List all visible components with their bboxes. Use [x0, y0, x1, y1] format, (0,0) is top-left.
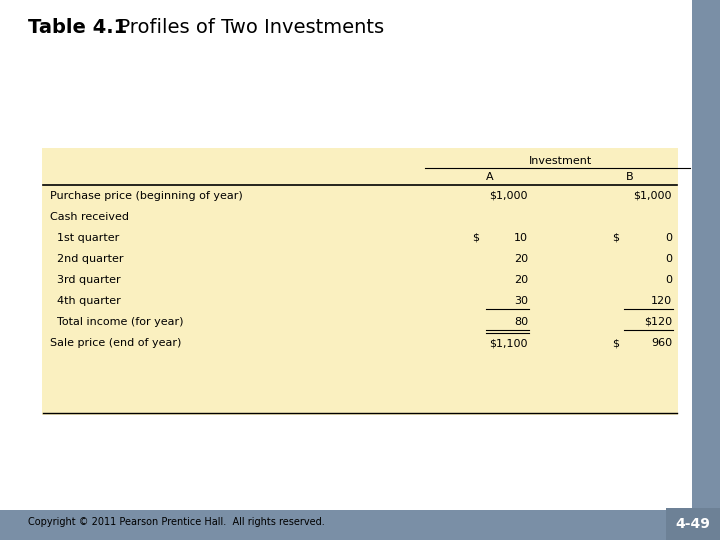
Text: Cash received: Cash received: [50, 212, 129, 222]
Text: 3rd quarter: 3rd quarter: [50, 275, 121, 285]
Text: $1,000: $1,000: [634, 191, 672, 201]
Text: 10: 10: [514, 233, 528, 243]
Text: A: A: [486, 172, 494, 182]
Text: Copyright © 2011 Pearson Prentice Hall.  All rights reserved.: Copyright © 2011 Pearson Prentice Hall. …: [28, 517, 325, 527]
Bar: [666, 508, 720, 540]
Text: B: B: [626, 172, 634, 182]
Text: 120: 120: [651, 296, 672, 306]
Text: 1st quarter: 1st quarter: [50, 233, 120, 243]
Text: $1,000: $1,000: [490, 191, 528, 201]
Text: 4th quarter: 4th quarter: [50, 296, 121, 306]
Text: Sale price (end of year): Sale price (end of year): [50, 338, 181, 348]
Text: 4-49: 4-49: [675, 517, 711, 531]
Text: Profiles of Two Investments: Profiles of Two Investments: [106, 18, 384, 37]
Text: $120: $120: [644, 317, 672, 327]
Text: $: $: [472, 233, 479, 243]
Text: $: $: [612, 233, 619, 243]
Bar: [42, 148, 678, 415]
Text: 80: 80: [514, 317, 528, 327]
Text: $: $: [612, 338, 619, 348]
Text: 0: 0: [665, 254, 672, 264]
Text: 2nd quarter: 2nd quarter: [50, 254, 124, 264]
Text: 0: 0: [665, 233, 672, 243]
Text: Table 4.1: Table 4.1: [28, 18, 127, 37]
Text: 20: 20: [514, 275, 528, 285]
Text: Investment: Investment: [528, 156, 592, 166]
Text: 960: 960: [651, 338, 672, 348]
Text: Purchase price (beginning of year): Purchase price (beginning of year): [50, 191, 243, 201]
Text: 30: 30: [514, 296, 528, 306]
Text: Total income (for year): Total income (for year): [50, 317, 184, 327]
Text: $1,100: $1,100: [490, 338, 528, 348]
Text: 0: 0: [665, 275, 672, 285]
Text: 20: 20: [514, 254, 528, 264]
